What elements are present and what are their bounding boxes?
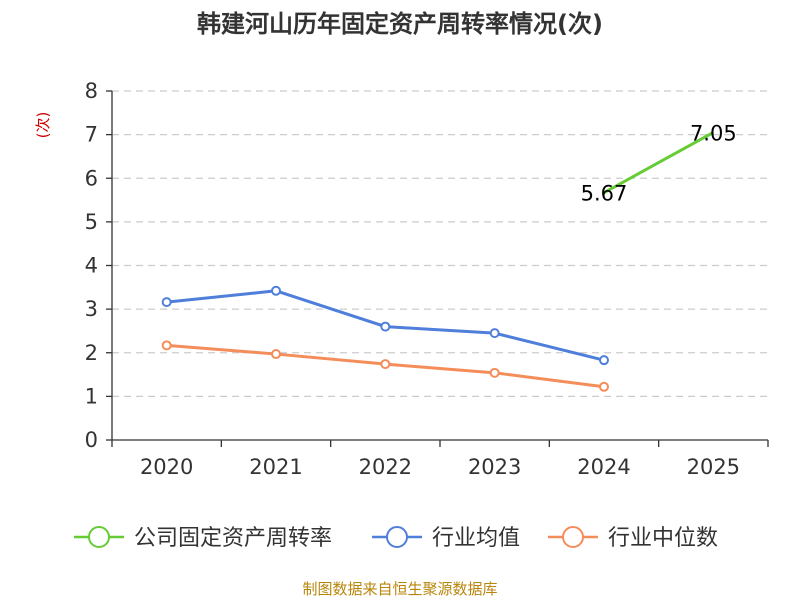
legend-item-2: 行业中位数: [548, 526, 718, 551]
data-point: [489, 328, 500, 339]
y-tick-label: 6: [85, 166, 98, 190]
y-tick-label: 5: [85, 210, 98, 234]
data-label: 5.67: [581, 182, 628, 206]
grid-lines: [112, 90, 768, 397]
y-axis-label: (次): [34, 112, 52, 139]
data-label: 7.05: [690, 121, 737, 145]
data-point: [161, 340, 172, 351]
series-2: [161, 340, 609, 392]
y-tick-label: 3: [85, 297, 98, 321]
y-tick-label: 7: [85, 123, 98, 147]
legend-marker: [562, 526, 584, 548]
y-tick-label: 0: [85, 428, 98, 452]
series-0: 5.67 7.05: [581, 121, 737, 205]
x-tick-label: 2020: [140, 455, 193, 479]
legend-marker: [88, 526, 110, 548]
legend-marker: [386, 526, 408, 548]
x-tick-label: 2025: [687, 455, 740, 479]
legend-item-0: 公司固定资产周转率: [74, 526, 332, 551]
legend-label: 公司固定资产周转率: [134, 526, 332, 551]
legend-item-1: 行业均值: [372, 526, 520, 551]
axes: 0 1 2 3 4 5 6 7 8 2020 2021 2022 2023 2024 2025: [85, 79, 769, 479]
legend: 公司固定资产周转率 行业均值 行业中位数: [74, 526, 718, 551]
data-point: [599, 381, 609, 392]
x-tick-label: 2021: [249, 455, 302, 479]
series-layer: 5.67 7.05: [161, 121, 737, 392]
data-point: [489, 367, 500, 378]
data-point: [271, 285, 281, 296]
x-tick-label: 2023: [468, 455, 521, 479]
y-tick-label: 8: [85, 79, 98, 103]
series-1: [161, 285, 609, 366]
data-point: [380, 321, 391, 332]
x-tick-label: 2022: [359, 455, 412, 479]
y-tick-label: 2: [85, 341, 98, 365]
legend-label: 行业中位数: [608, 526, 718, 551]
source-note: 制图数据来自恒生聚源数据库: [302, 580, 497, 598]
data-point: [599, 355, 609, 366]
y-tick-label: 1: [85, 384, 98, 408]
data-point: [271, 349, 281, 360]
y-tick-label: 4: [85, 254, 98, 278]
chart-title: 韩建河山历年固定资产周转率情况(次): [197, 10, 603, 38]
x-tick-label: 2024: [577, 455, 630, 479]
series-line: [603, 131, 715, 194]
legend-label: 行业均值: [432, 526, 520, 551]
data-point: [380, 359, 391, 370]
data-point: [161, 297, 172, 308]
